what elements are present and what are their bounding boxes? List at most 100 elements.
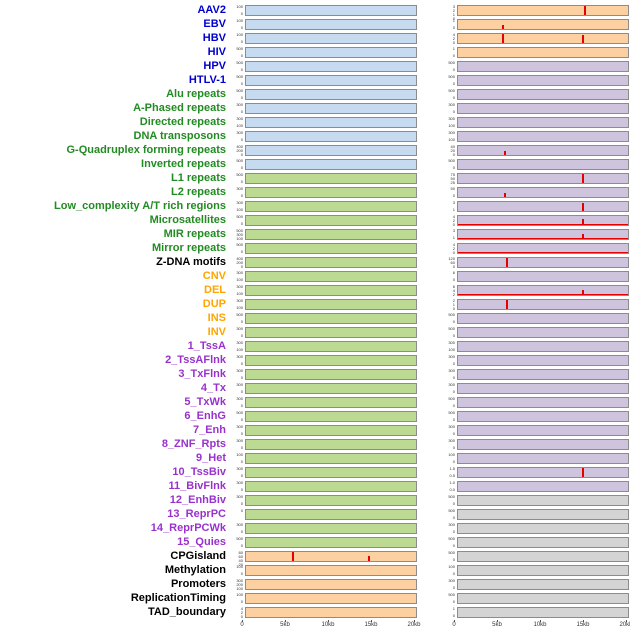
- track-panel-right: [457, 116, 629, 128]
- track-row: 4_Tx 300 0 300 0: [2, 381, 629, 395]
- track-panel-left: [245, 228, 417, 240]
- track-panel-right: [457, 522, 629, 534]
- panel-wrap-right: 120 60 0: [441, 255, 629, 268]
- track-panel-left: [245, 298, 417, 310]
- y-tick-label: 500: [236, 311, 243, 317]
- y-tick-label: 0: [452, 249, 455, 255]
- y-tick-label: 2: [452, 297, 455, 303]
- track-row: Microsatellites 500 0 4 2 0: [2, 213, 629, 227]
- panel-wrap-right: 100 0: [441, 564, 629, 576]
- y-tick-label: 100: [236, 304, 243, 310]
- y-axis-ticks: 500 0: [229, 74, 245, 86]
- y-tick-label: 300: [448, 129, 455, 135]
- y-tick-label: 300: [236, 325, 243, 331]
- x-tick-mark: [371, 620, 372, 622]
- panel-wrap-right: 500 0: [441, 550, 629, 562]
- y-tick-label: 0: [452, 556, 455, 562]
- row-label: CNV: [202, 269, 226, 282]
- row-label: Low_complexity A/T rich regions: [54, 199, 226, 212]
- y-tick-label: 0: [452, 374, 455, 380]
- y-tick-label: 0: [452, 402, 455, 408]
- y-tick-label: 100: [236, 122, 243, 128]
- panel-wrap-left: 100 0: [229, 32, 417, 44]
- y-axis-ticks: 500 300 100: [229, 228, 245, 240]
- y-axis-ticks: 300 0: [229, 480, 245, 492]
- y-tick-label: 4: [452, 241, 455, 247]
- track-row: EBV 100 0 1 0: [2, 17, 629, 31]
- panel-wrap-right: 300 0: [441, 578, 629, 590]
- y-tick-label: 120: [448, 255, 455, 261]
- y-tick-label: 6: [452, 269, 455, 275]
- y-tick-label: 100: [236, 451, 243, 457]
- track-panel-right: [457, 256, 629, 268]
- y-tick-label: 0: [240, 402, 243, 408]
- y-tick-label: 0: [240, 332, 243, 338]
- y-axis-ticks: 500 0: [441, 87, 457, 100]
- y-tick-label: 1: [452, 11, 455, 17]
- panel-wrap-right: 300 0: [441, 522, 629, 534]
- x-tick-mark: [583, 620, 584, 622]
- track-panel-left: [245, 312, 417, 324]
- y-tick-label: 500: [448, 535, 455, 541]
- track-panel-left: [245, 256, 417, 268]
- track-row: MIR repeats 500 300 100 3 1: [2, 227, 629, 241]
- row-label: L2 repeats: [170, 185, 226, 198]
- track-panel-left: [245, 60, 417, 72]
- panel-wrap-right: 300 0: [441, 382, 629, 394]
- track-row: 9_Het 100 0 100 0: [2, 451, 629, 465]
- track-panel-left: [245, 46, 417, 58]
- track-row: A-Phased repeats 300 0 300 0: [2, 101, 629, 115]
- panel-wrap-left: 500 0: [229, 88, 417, 100]
- track-row: Promoters 300 200 100 300 0: [2, 577, 629, 591]
- panel-wrap-right: 500 0: [441, 535, 629, 548]
- y-tick-label: 75: [450, 171, 455, 177]
- panel-wrap-left: 300 0: [229, 382, 417, 394]
- row-label: 3_TxFlnk: [178, 367, 226, 380]
- y-tick-label: 0: [240, 108, 243, 114]
- track-row: HTLV-1 500 0 500 0: [2, 73, 629, 87]
- row-label: EBV: [203, 17, 226, 30]
- row-label: 2_TssAFlnk: [165, 353, 226, 366]
- track-row: 12_EnhBiv 300 0 500 0: [2, 493, 629, 507]
- track-panel-left: [245, 480, 417, 492]
- y-axis-ticks: 100 0: [229, 592, 245, 604]
- track-panel-right: [457, 74, 629, 86]
- y-tick-label: 0: [452, 66, 455, 72]
- panel-wrap-left: 400 200 0: [229, 144, 417, 156]
- y-tick-label: 300: [236, 101, 243, 107]
- track-panel-left: [245, 396, 417, 408]
- track-panel-right: [457, 32, 629, 44]
- y-tick-label: 0: [452, 108, 455, 114]
- row-label: 8_ZNF_Rpts: [161, 437, 226, 450]
- signal-spike: [582, 467, 585, 477]
- y-axis-ticks: 100 0: [229, 18, 245, 30]
- track-panel-right: [457, 536, 629, 548]
- row-label: 6_EnhG: [184, 409, 226, 422]
- track-panel-left: [245, 368, 417, 380]
- y-tick-label: 300: [236, 283, 243, 289]
- track-row: Inverted repeats 500 0 500 0: [2, 157, 629, 171]
- y-tick-label: 500: [448, 87, 455, 93]
- track-row: AAV2 100 0 3 2 1 0: [2, 3, 629, 20]
- y-tick-label: 0: [452, 584, 455, 590]
- track-row: 15_Quies 500 0 500 0: [2, 535, 629, 549]
- row-label: MIR repeats: [163, 227, 226, 240]
- y-tick-label: 0: [452, 542, 455, 548]
- y-tick-label: 300: [236, 395, 243, 401]
- track-panel-right: [457, 452, 629, 464]
- signal-spike: [503, 193, 506, 197]
- x-tick-mark: [328, 620, 329, 622]
- row-label: 10_TssBiv: [172, 465, 226, 478]
- row-label: INS: [207, 311, 226, 324]
- track-row: 5_TxWk 300 0 500 0: [2, 395, 629, 409]
- y-tick-label: 300: [236, 577, 243, 583]
- track-panel-right: [457, 564, 629, 576]
